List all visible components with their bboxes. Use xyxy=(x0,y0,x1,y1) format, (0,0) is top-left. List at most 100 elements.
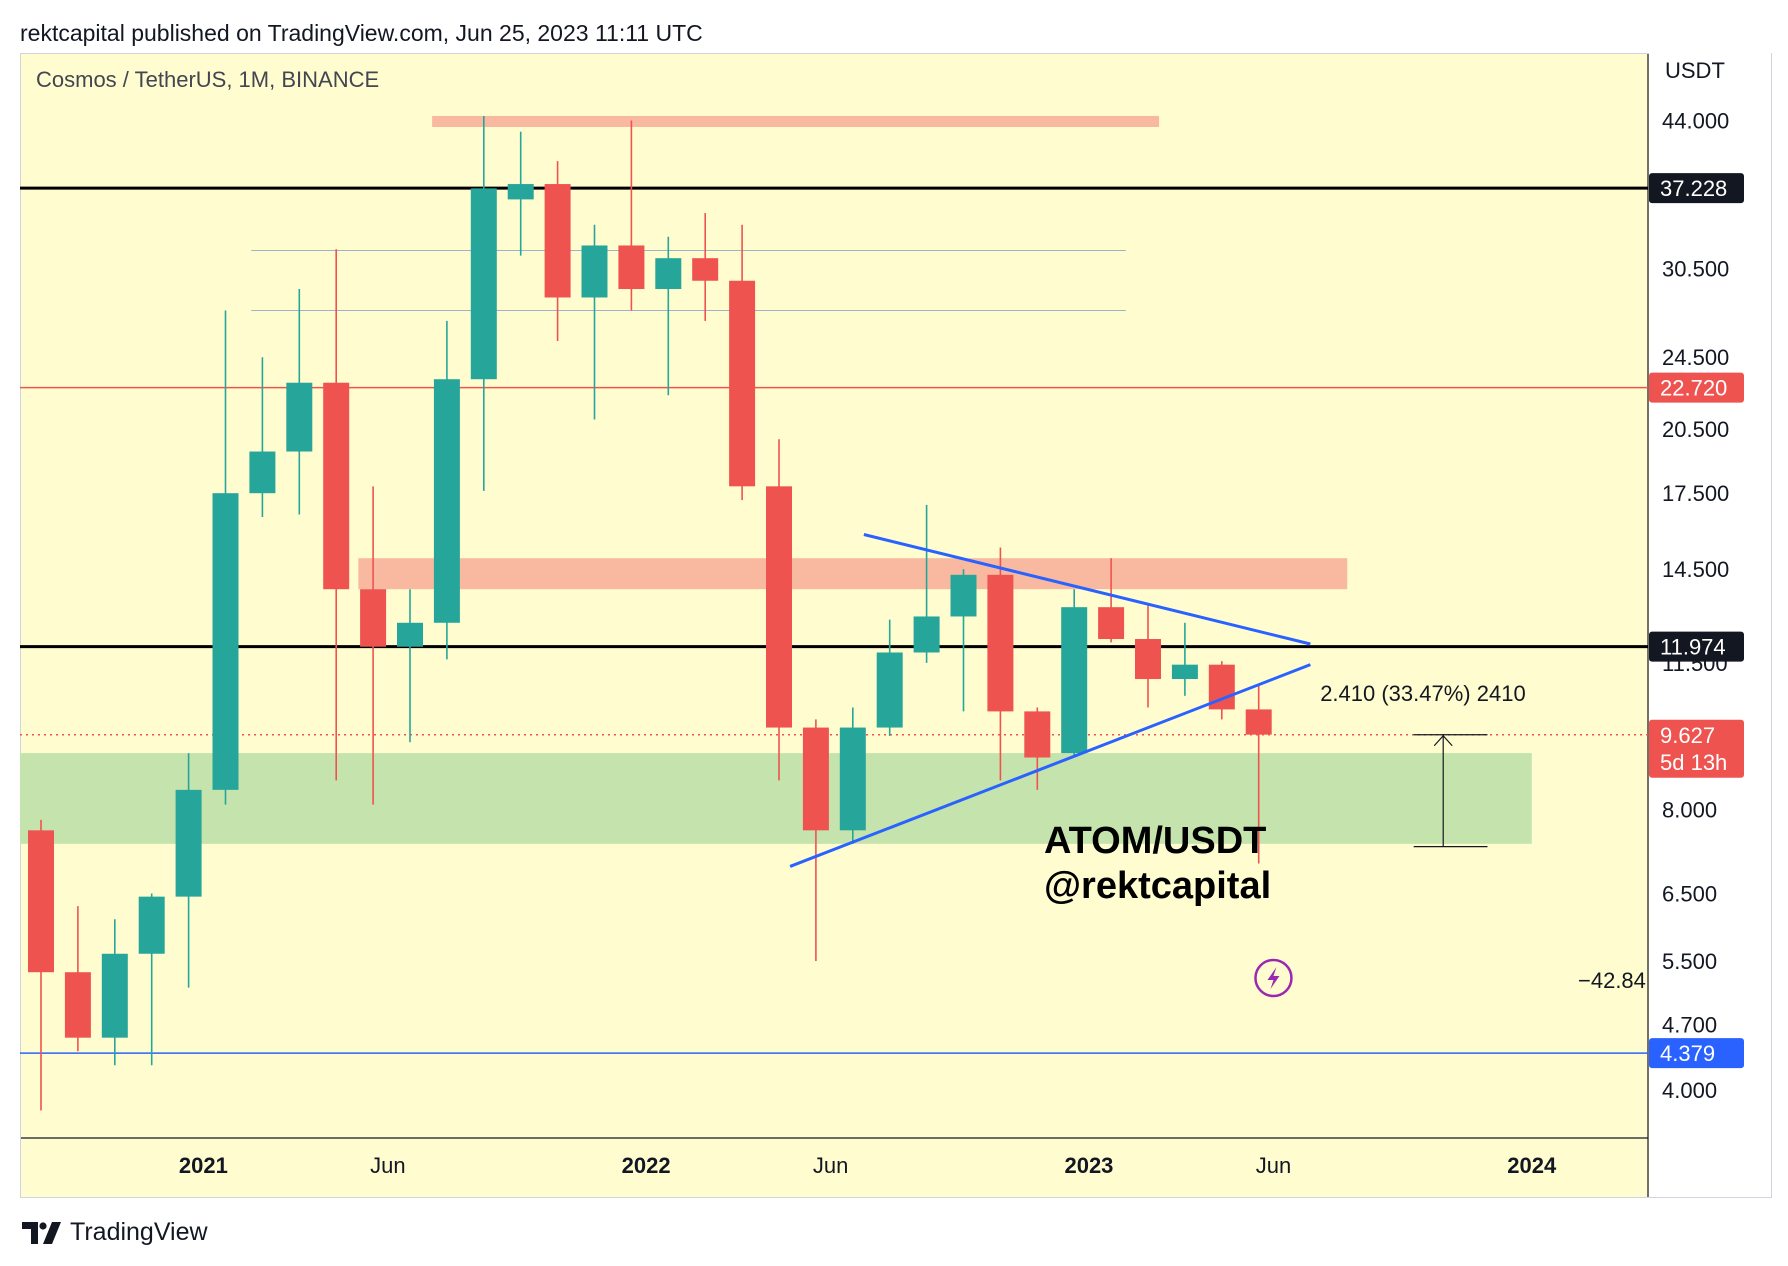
zone-support xyxy=(20,753,1532,844)
candle-body xyxy=(101,953,128,1038)
price-tick-label: 4.000 xyxy=(1662,1078,1717,1103)
candle xyxy=(618,120,645,311)
price-badge xyxy=(1649,173,1744,204)
candle-body xyxy=(286,382,313,452)
price-tick-label: 20.500 xyxy=(1662,417,1729,442)
candle-body xyxy=(581,245,608,298)
price-badge-label: 22.720 xyxy=(1660,376,1727,401)
time-tick-label: 2022 xyxy=(622,1153,671,1178)
candle xyxy=(507,131,534,256)
price-badge-label: 37.228 xyxy=(1660,176,1727,201)
candle-body xyxy=(913,616,940,653)
candle-body xyxy=(1098,607,1125,640)
chart-title: Cosmos / TetherUS, 1M, BINANCE xyxy=(36,67,379,92)
candle xyxy=(101,919,128,1066)
candle-body xyxy=(950,574,977,617)
candle xyxy=(802,719,829,962)
candle xyxy=(839,707,866,844)
candle-body xyxy=(729,280,756,487)
author-watermark: @rektcapital xyxy=(1044,865,1271,907)
price-tick-label: 17.500 xyxy=(1662,481,1729,506)
candle-body xyxy=(1245,709,1272,735)
price-badge xyxy=(1649,372,1744,403)
candle xyxy=(286,289,313,515)
price-badge-label: 4.379 xyxy=(1660,1041,1715,1066)
candle xyxy=(1171,622,1198,696)
candle-body xyxy=(28,830,54,973)
price-tick-label: 30.500 xyxy=(1662,257,1729,282)
candle-body xyxy=(470,188,497,380)
candle-body xyxy=(1061,607,1088,754)
chart-frame xyxy=(20,53,1772,1198)
candle-body xyxy=(544,184,571,298)
candle-body xyxy=(360,589,387,647)
chart-background xyxy=(20,53,1772,1198)
candle xyxy=(323,249,350,781)
price-tick-label: 24.500 xyxy=(1662,345,1729,370)
candle xyxy=(28,819,54,1111)
bottom-right-label: −42.84 xyxy=(1578,968,1646,993)
time-tick-label: Jun xyxy=(370,1153,405,1178)
price-badge xyxy=(1649,1038,1744,1069)
candle xyxy=(1061,589,1088,758)
candle xyxy=(876,619,903,736)
price-badge xyxy=(1649,631,1744,662)
candle xyxy=(950,569,977,712)
candle-body xyxy=(876,652,903,728)
current-price-countdown: 5d 13h xyxy=(1660,750,1727,775)
candle xyxy=(470,115,497,491)
symbol-watermark: ATOM/USDT xyxy=(1044,820,1266,862)
candlestick-chart[interactable]: 2.410 (33.47%) 2410 Cosmos / TetherUS, 1M… xyxy=(20,53,1772,1198)
candle xyxy=(212,310,239,805)
candle xyxy=(175,753,202,988)
current-price-label: 9.627 xyxy=(1660,723,1715,748)
time-tick-label: 2023 xyxy=(1064,1153,1113,1178)
price-tick-label: 14.500 xyxy=(1662,557,1729,582)
time-tick-label: Jun xyxy=(1256,1153,1291,1178)
candle-body xyxy=(618,245,645,290)
candle-body xyxy=(175,789,202,897)
zone-mid-resistance xyxy=(358,558,1348,590)
candle-body xyxy=(249,451,276,494)
candle xyxy=(1135,604,1161,708)
chart-container: 2.410 (33.47%) 2410 Cosmos / TetherUS, 1M… xyxy=(20,53,1772,1203)
candle xyxy=(1245,684,1272,864)
price-badge-label: 11.974 xyxy=(1660,635,1726,660)
candle xyxy=(655,236,682,396)
price-tick-label: 44.000 xyxy=(1662,109,1729,134)
candle-body xyxy=(323,382,350,590)
candle-body xyxy=(507,184,534,200)
candle-body xyxy=(802,727,829,831)
tradingview-logo-icon xyxy=(22,1221,61,1244)
zone-top-resistance xyxy=(432,115,1160,128)
candle xyxy=(397,589,423,743)
price-tick-label: 5.500 xyxy=(1662,949,1717,974)
candle-body xyxy=(655,258,682,290)
time-tick-label: 2024 xyxy=(1507,1153,1557,1178)
candle-body xyxy=(433,379,460,623)
candle xyxy=(987,547,1014,781)
lower-trendline xyxy=(789,663,1311,868)
candle-body xyxy=(64,972,91,1038)
current-price-badge xyxy=(1649,719,1744,778)
candle-body xyxy=(1171,664,1198,680)
tradingview-logo[interactable]: TradingView xyxy=(22,1218,208,1247)
lightning-icon xyxy=(1254,958,1293,998)
candle xyxy=(544,161,571,342)
candle xyxy=(1024,707,1051,790)
candle xyxy=(64,906,91,1052)
measure-label: 2.410 (33.47%) 2410 xyxy=(1320,681,1526,706)
measure-arrow xyxy=(1433,734,1453,747)
publisher-line: rektcapital published on TradingView.com… xyxy=(20,20,703,46)
lightning-icon-bolt xyxy=(1267,967,1280,989)
upper-trendline xyxy=(863,533,1311,646)
candle-body xyxy=(692,258,719,281)
candle-body xyxy=(397,622,423,647)
candle xyxy=(1098,558,1125,643)
candle xyxy=(360,486,387,805)
candle-body xyxy=(138,896,165,954)
price-axis-unit: USDT xyxy=(1665,58,1725,83)
tradingview-brand-text: TradingView xyxy=(70,1218,208,1246)
candle xyxy=(913,504,940,663)
